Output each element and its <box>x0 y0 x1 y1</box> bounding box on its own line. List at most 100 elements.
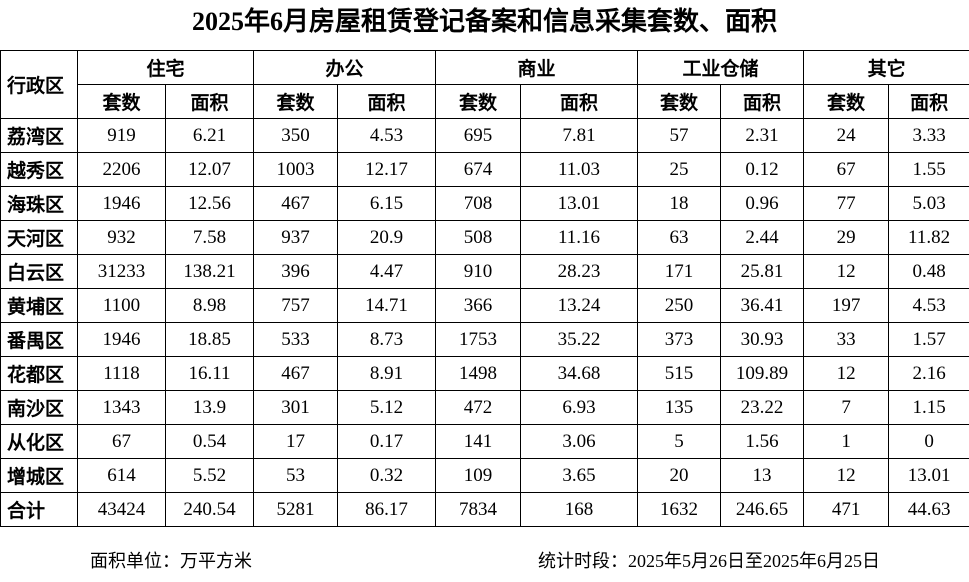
cell: 18 <box>637 186 722 221</box>
group-header: 其它 <box>803 50 969 85</box>
subheader-row: 套数 面积 套数 面积 套数 面积 套数 面积 套数 面积 <box>1 84 969 119</box>
data-row: 花都区 1118 16.11 467 8.91 1498 34.68 515 109.89 12 2… <box>0 356 969 391</box>
cell: 695 <box>435 118 522 153</box>
cell: 708 <box>435 186 522 221</box>
cell: 8.91 <box>337 356 437 391</box>
cell: 63 <box>637 220 722 255</box>
cell: 8.98 <box>164 288 255 323</box>
cell: 4.47 <box>337 254 437 289</box>
cell: 515 <box>637 356 722 391</box>
cell: 12 <box>803 254 890 289</box>
cell: 0 <box>888 424 969 459</box>
corner-header: 行政区 <box>0 50 78 119</box>
cell: 1343 <box>77 390 166 425</box>
cell: 57 <box>637 118 722 153</box>
cell: 13.9 <box>164 390 255 425</box>
cell: 12.07 <box>164 152 255 187</box>
cell: 1.56 <box>720 424 805 459</box>
cell: 28.23 <box>520 254 639 289</box>
cell: 2.16 <box>888 356 969 391</box>
cell: 3.06 <box>520 424 639 459</box>
cell: 2.31 <box>720 118 805 153</box>
cell: 13.01 <box>888 458 969 493</box>
cell: 1946 <box>77 322 166 357</box>
sub-header: 套数 <box>253 84 339 119</box>
cell: 910 <box>435 254 522 289</box>
unit-note: 面积单位：万平方米 <box>90 551 252 571</box>
cell: 1 <box>803 424 890 459</box>
district: 天河区 <box>0 220 78 255</box>
group-header: 办公 <box>253 50 437 85</box>
cell: 36.41 <box>720 288 805 323</box>
cell: 7834 <box>435 492 522 527</box>
cell: 1100 <box>77 288 166 323</box>
cell: 7.58 <box>164 220 255 255</box>
cell: 533 <box>253 322 339 357</box>
district: 南沙区 <box>0 390 78 425</box>
data-row: 合计 43424 240.54 5281 86.17 7834 168 1632 246.65 4… <box>0 492 969 527</box>
cell: 5281 <box>253 492 339 527</box>
data-row: 增城区 614 5.52 53 0.32 109 3.65 20 13 12 13.01 <box>0 458 969 493</box>
cell: 250 <box>637 288 722 323</box>
data-row: 天河区 932 7.58 937 20.9 508 11.16 63 2.44 29 11.82 <box>0 220 969 255</box>
cell: 5 <box>637 424 722 459</box>
group-header: 工业仓储 <box>637 50 805 85</box>
cell: 919 <box>77 118 166 153</box>
cell: 14.71 <box>337 288 437 323</box>
cell: 29 <box>803 220 890 255</box>
district: 增城区 <box>0 458 78 493</box>
cell: 86.17 <box>337 492 437 527</box>
cell: 0.96 <box>720 186 805 221</box>
cell: 77 <box>803 186 890 221</box>
cell: 13 <box>720 458 805 493</box>
cell: 4.53 <box>888 288 969 323</box>
cell: 6.15 <box>337 186 437 221</box>
cell: 1003 <box>253 152 339 187</box>
cell: 1753 <box>435 322 522 357</box>
title: 2025年6月房屋租赁登记备案和信息采集套数、面积 <box>191 7 777 36</box>
district: 海珠区 <box>0 186 78 221</box>
cell: 25 <box>637 152 722 187</box>
cell: 5.03 <box>888 186 969 221</box>
table-head: 行政区 住宅 办公 商业 工业仓储 其它 套数 面积 套数 面积 套数 面积 套数 面积 套数 面积 <box>0 50 969 119</box>
cell: 12.56 <box>164 186 255 221</box>
cell: 932 <box>77 220 166 255</box>
cell: 171 <box>637 254 722 289</box>
cell: 0.48 <box>888 254 969 289</box>
sub-header: 面积 <box>164 84 255 119</box>
cell: 34.68 <box>520 356 639 391</box>
cell: 1118 <box>77 356 166 391</box>
sub-header: 套数 <box>77 84 166 119</box>
cell: 3.65 <box>520 458 639 493</box>
cell: 23.22 <box>720 390 805 425</box>
cell: 43424 <box>77 492 166 527</box>
cell: 24 <box>803 118 890 153</box>
cell: 12.17 <box>337 152 437 187</box>
data-row: 海珠区 1946 12.56 467 6.15 708 13.01 18 0.96 77 5.03 <box>0 186 969 221</box>
sub-header: 面积 <box>520 84 639 119</box>
data-row: 南沙区 1343 13.9 301 5.12 472 6.93 135 23.22 7 1.15 <box>0 390 969 425</box>
sub-header: 面积 <box>337 84 437 119</box>
data-row: 从化区 67 0.54 17 0.17 141 3.06 5 1.56 1 0 <box>0 424 969 459</box>
cell: 1946 <box>77 186 166 221</box>
cell: 13.01 <box>520 186 639 221</box>
cell: 5.52 <box>164 458 255 493</box>
data-row: 越秀区 2206 12.07 1003 12.17 674 11.03 25 0.12 67 1.5… <box>0 152 969 187</box>
district: 从化区 <box>0 424 78 459</box>
cell: 373 <box>637 322 722 357</box>
cell: 109 <box>435 458 522 493</box>
cell: 1.57 <box>888 322 969 357</box>
cell: 3.33 <box>888 118 969 153</box>
data-row: 白云区 31233 138.21 396 4.47 910 28.23 171 25.81 12 0… <box>0 254 969 289</box>
cell: 11.82 <box>888 220 969 255</box>
cell: 937 <box>253 220 339 255</box>
cell: 246.65 <box>720 492 805 527</box>
cell: 16.11 <box>164 356 255 391</box>
cell: 0.12 <box>720 152 805 187</box>
cell: 757 <box>253 288 339 323</box>
cell: 4.53 <box>337 118 437 153</box>
district: 花都区 <box>0 356 78 391</box>
cell: 35.22 <box>520 322 639 357</box>
data-row: 黄埔区 1100 8.98 757 14.71 366 13.24 250 36.41 197 4.… <box>0 288 969 323</box>
